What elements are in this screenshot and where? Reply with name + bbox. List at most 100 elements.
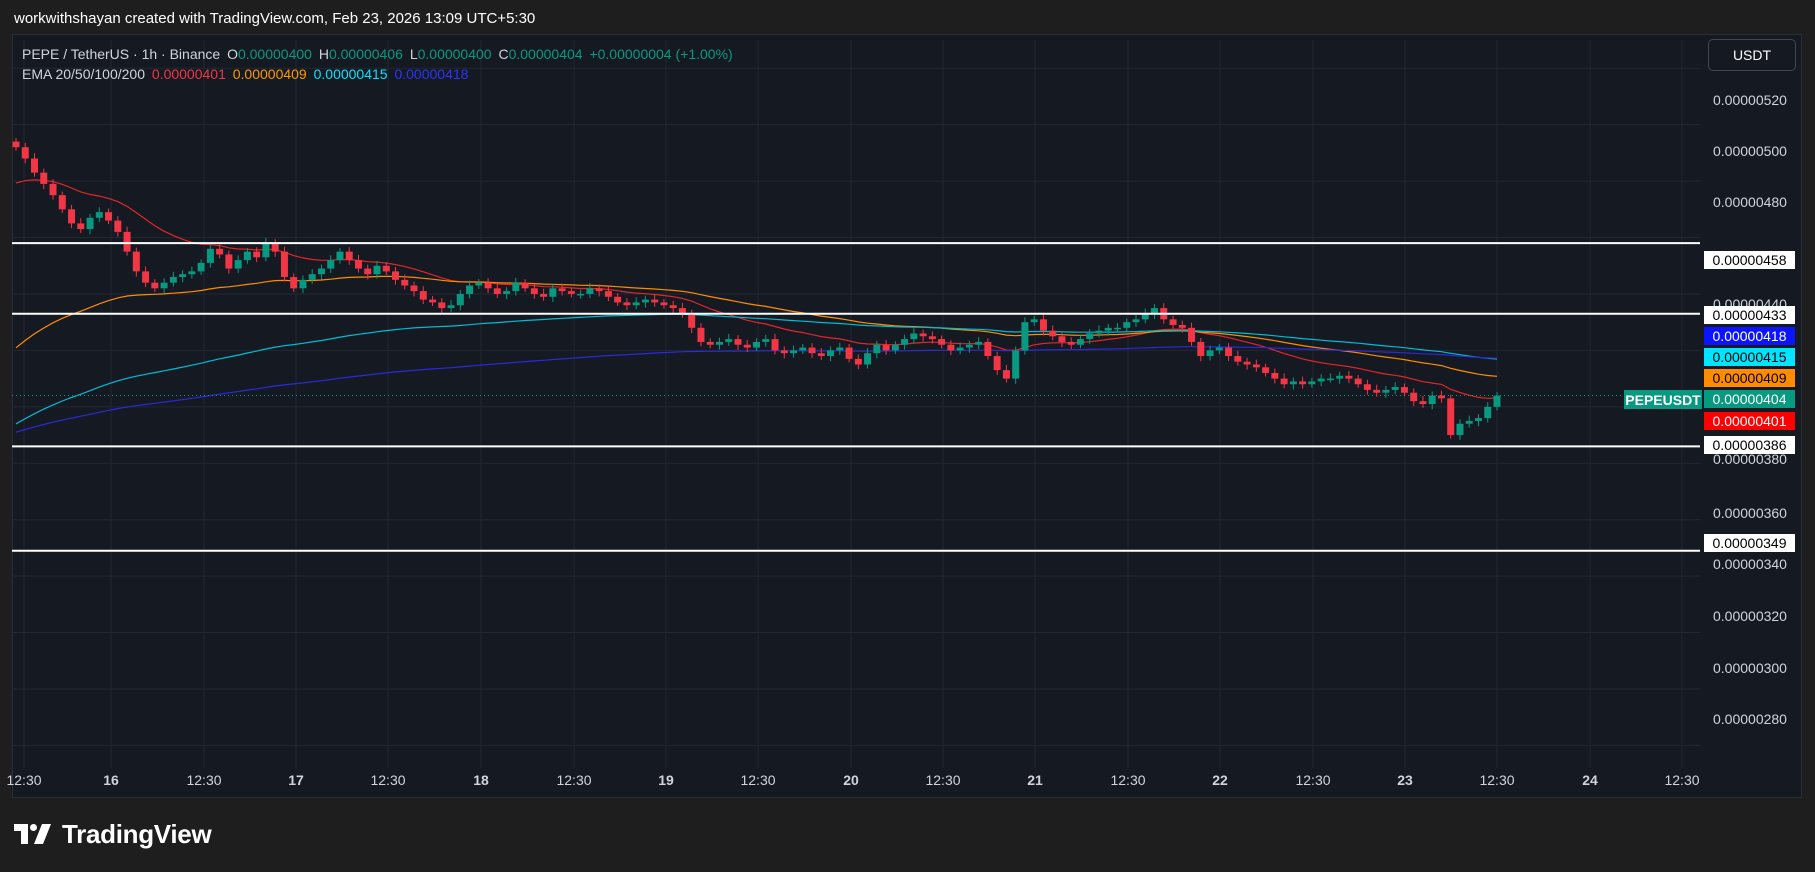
- ema200-value: 0.00000418: [394, 66, 469, 82]
- candle-body: [604, 291, 612, 297]
- symbol-info: PEPE / TetherUS · 1h · Binance: [22, 46, 221, 62]
- candle-body: [1058, 336, 1066, 342]
- time-tick: 18: [473, 772, 489, 788]
- candle-body: [1262, 367, 1270, 373]
- ema100-line: [15, 313, 1498, 425]
- candle-body: [1178, 324, 1186, 328]
- candle-body: [1234, 356, 1242, 362]
- ema20-price-label: 0.00000401: [1704, 412, 1795, 430]
- candle-body: [169, 277, 177, 283]
- brand-name: TradingView: [62, 818, 212, 849]
- candle-body: [1447, 398, 1455, 436]
- candle-body: [151, 282, 159, 289]
- candle-body: [614, 296, 622, 303]
- candle-body: [1030, 319, 1038, 323]
- candle-body: [1141, 313, 1149, 320]
- ema200-price-label: 0.00000418: [1704, 327, 1795, 345]
- candle-body: [512, 282, 520, 292]
- symbol-price-label: PEPEUSDT: [1624, 390, 1702, 409]
- candle-body: [1243, 361, 1251, 365]
- time-tick: 12:30: [925, 772, 961, 788]
- candle-body: [632, 302, 640, 306]
- candle-body: [317, 268, 325, 275]
- candle-body: [438, 302, 446, 309]
- currency-button[interactable]: USDT: [1708, 39, 1796, 71]
- candle-body: [105, 212, 113, 221]
- candle-body: [1067, 341, 1075, 345]
- time-tick: 12:30: [1110, 772, 1146, 788]
- ema-legend: EMA 20/50/100/200 0.00000401 0.00000409 …: [22, 66, 471, 82]
- candle-body: [1113, 327, 1121, 330]
- candle-body: [1049, 330, 1057, 337]
- ema50-value: 0.00000409: [232, 66, 307, 82]
- candle-body: [993, 356, 1001, 371]
- candle-body: [901, 339, 909, 345]
- candle-body: [660, 302, 668, 306]
- candle-body: [1465, 420, 1473, 424]
- time-tick: 16: [103, 772, 119, 788]
- time-tick: 12:30: [6, 772, 42, 788]
- price-tick: 0.00000520: [1713, 92, 1787, 108]
- candle-body: [743, 344, 751, 348]
- candle-body: [225, 254, 233, 269]
- candle-body: [123, 231, 131, 252]
- candle-body: [188, 271, 196, 275]
- candle-body: [447, 305, 455, 309]
- candle-body: [706, 341, 714, 345]
- candle-body: [1206, 350, 1214, 357]
- hline-price-label: 0.00000458: [1704, 251, 1795, 269]
- candle-body: [817, 353, 825, 357]
- open-value: 0.00000400: [237, 46, 312, 62]
- candle-body: [577, 293, 585, 296]
- time-tick: 12:30: [186, 772, 222, 788]
- candle-body: [1104, 327, 1112, 331]
- attribution-bar: workwithshayan created with TradingView.…: [0, 0, 1815, 34]
- candle-body: [1345, 375, 1353, 379]
- chart-panel[interactable]: [12, 34, 1802, 798]
- ema50-line: [15, 275, 1498, 377]
- close-label: C: [498, 46, 509, 62]
- hline-price-label: 0.00000349: [1704, 534, 1795, 552]
- candle-body: [1410, 392, 1418, 402]
- candle-body: [354, 260, 362, 269]
- close-value: 0.00000404: [508, 46, 583, 62]
- candle-body: [401, 279, 409, 286]
- candle-body: [86, 217, 94, 230]
- candle-body: [262, 243, 270, 258]
- candle-body: [1289, 381, 1297, 385]
- price-tick: 0.00000280: [1713, 711, 1787, 727]
- candle-body: [669, 305, 677, 309]
- candle-body: [780, 350, 788, 354]
- candle-body: [475, 282, 483, 286]
- tradingview-logo[interactable]: TradingView: [14, 818, 212, 850]
- candle-body: [697, 327, 705, 342]
- price-tick: 0.00000320: [1713, 608, 1787, 624]
- candle-body: [928, 336, 936, 340]
- candle-body: [1400, 387, 1408, 393]
- price-tick: 0.00000480: [1713, 194, 1787, 210]
- time-tick: 12:30: [740, 772, 776, 788]
- hline-price-label: 0.00000433: [1704, 306, 1795, 324]
- candle-body: [484, 282, 492, 289]
- candle-body: [493, 288, 501, 294]
- candle-body: [938, 339, 946, 345]
- candle-body: [429, 299, 437, 303]
- time-tick: 22: [1212, 772, 1228, 788]
- candle-body: [1086, 333, 1094, 340]
- candle-body: [549, 288, 557, 297]
- candle-body: [1197, 341, 1205, 357]
- candle-body: [678, 308, 686, 314]
- candle-body: [271, 243, 279, 252]
- candle-body: [392, 271, 400, 280]
- candle-body: [854, 358, 862, 365]
- candle-body: [1484, 406, 1492, 419]
- ema20-value: 0.00000401: [151, 66, 226, 82]
- change-value: +0.00000004 (+1.00%): [589, 46, 733, 62]
- last-price-label: 0.00000404: [1704, 390, 1795, 408]
- high-label: H: [318, 46, 329, 62]
- candle-body: [243, 251, 251, 261]
- candle-body: [1382, 389, 1390, 393]
- candle-body: [762, 339, 770, 342]
- candle-body: [540, 293, 548, 297]
